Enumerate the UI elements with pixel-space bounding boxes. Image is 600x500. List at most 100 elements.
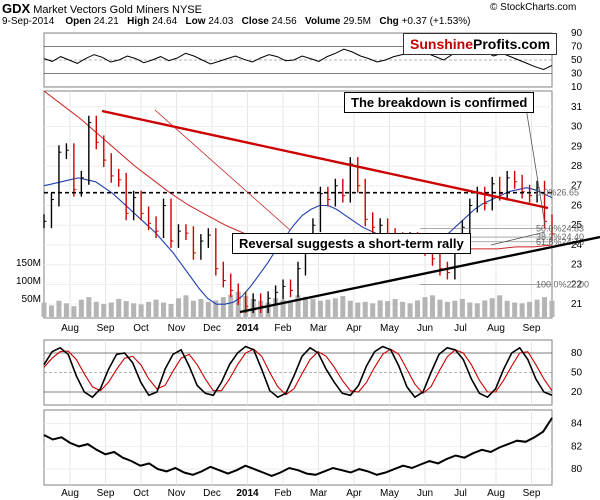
volume-bar-60 (489, 298, 495, 317)
volume-bar-17 (168, 304, 174, 317)
volume-bar-16 (161, 302, 167, 317)
ratio-month-label-8: Apr (346, 488, 362, 499)
stoch-k-line (43, 345, 553, 399)
stoch-tick-0: 80 (571, 348, 583, 359)
fib-pct-2: 50.0% (536, 224, 562, 234)
volume-bar-38 (325, 299, 331, 317)
low-value: 24.03 (208, 16, 234, 27)
stoch-tick-1: 50 (571, 368, 583, 379)
reversal-pointer (490, 231, 546, 246)
ratio-month-label-0: Aug (61, 488, 79, 499)
volume-bar-61 (497, 295, 503, 317)
ratio-tick-1: 82 (571, 441, 583, 452)
ticker-symbol: GDX (2, 1, 31, 16)
rsi-tick-1: 70 (571, 42, 583, 53)
stoch-tick-2: 20 (571, 387, 583, 398)
volume-bar-9 (108, 302, 114, 317)
ratio-tick-0: 84 (571, 419, 583, 430)
volume-bar-52 (429, 295, 435, 317)
fib-value-2: 24.83 (562, 224, 585, 234)
rsi-tick-3: 30 (571, 69, 583, 80)
rsi-tick-0: 90 (571, 28, 583, 39)
volume-bar-59 (482, 300, 488, 317)
volume-bar-50 (415, 300, 421, 317)
volume-value: 29.5M (343, 16, 371, 27)
price-month-label-7: Mar (310, 323, 328, 334)
price-month-label-4: Dec (203, 323, 221, 334)
volume-bar-54 (444, 301, 450, 317)
volume-tick-1: 100M (16, 276, 41, 287)
price-month-label-2: Oct (133, 323, 149, 334)
breakdown-pointer (525, 107, 546, 226)
price-month-label-3: Nov (168, 323, 186, 334)
volume-bar-41 (347, 300, 353, 317)
price-tick-9: 22 (571, 279, 583, 290)
close-value: 24.56 (271, 16, 297, 27)
fib-pct-3: 61.8% (536, 237, 562, 247)
ratio-month-label-1: Sep (97, 488, 115, 499)
price-tick-5: 26 (571, 200, 583, 211)
exchange-label: NYSE (172, 4, 202, 16)
price-month-label-1: Sep (97, 323, 115, 334)
breakdown-callout: The breakdown is confirmed (344, 92, 535, 113)
high-label: High (127, 16, 150, 27)
volume-bar-58 (474, 303, 480, 317)
volume-bar-11 (123, 301, 129, 317)
price-tick-8: 23 (571, 260, 583, 271)
volume-bar-68 (549, 300, 555, 317)
price-tick-3: 28 (571, 161, 583, 172)
volume-bar-39 (332, 298, 338, 317)
ratio-month-label-13: Sep (523, 488, 541, 499)
ratio-month-label-6: Feb (274, 488, 292, 499)
volume-bar-34 (295, 295, 301, 317)
resistance-trendline (101, 109, 549, 210)
volume-bar-22 (205, 301, 211, 317)
ma200-early-segment (154, 109, 291, 231)
volume-bar-14 (146, 301, 152, 317)
volume-bar-8 (101, 304, 107, 317)
volume-tick-2: 50M (22, 294, 41, 305)
ratio-month-label-9: May (380, 488, 399, 499)
volume-bar-13 (138, 304, 144, 317)
price-tick-0: 31 (571, 102, 583, 113)
open-label: Open (65, 16, 91, 27)
open-value: 24.21 (93, 16, 119, 27)
price-tick-6: 25 (571, 220, 583, 231)
volume-bar-57 (467, 302, 473, 317)
quote-date: 9-Sep-2014 (2, 16, 55, 27)
ratio-month-label-5: 2014 (236, 488, 259, 499)
volume-bar-42 (355, 302, 361, 317)
logo-part-sunshine: Sunshine (410, 36, 474, 52)
fib-value-0: 26.65 (557, 188, 580, 198)
volume-bar-64 (519, 303, 525, 317)
volume-bar-49 (407, 303, 413, 317)
volume-bar-67 (542, 297, 548, 317)
price-tick-2: 29 (571, 141, 583, 152)
price-month-label-9: May (380, 323, 399, 334)
sunshine-profits-logo: SunshineProfits.com (403, 33, 558, 55)
volume-bar-48 (400, 301, 406, 317)
price-month-label-6: Feb (274, 323, 292, 334)
price-tick-1: 30 (571, 122, 583, 133)
fib-pct-4: 100.0% (536, 279, 567, 289)
volume-bar-24 (220, 297, 226, 317)
price-month-label-13: Sep (523, 323, 541, 334)
fib-pct-1: 38.2% (536, 232, 562, 242)
price-month-label-12: Aug (487, 323, 505, 334)
volume-bar-19 (183, 295, 189, 317)
price-panel-frame (43, 90, 553, 319)
ratio-month-label-11: Jul (454, 488, 467, 499)
volume-bar-33 (288, 301, 294, 317)
fib-pct-0: 0.0% (536, 188, 557, 198)
price-tick-7: 24 (571, 240, 583, 251)
volume-bar-4 (71, 306, 77, 317)
quote-line: 9-Sep-2014 Open 24.21 High 24.64 Low 24.… (2, 16, 471, 27)
price-month-label-0: Aug (61, 323, 79, 334)
volume-bar-2 (56, 300, 62, 317)
volume-bar-5 (78, 299, 84, 317)
price-tick-4: 27 (571, 181, 583, 192)
rsi-tick-4: 10 (571, 82, 583, 93)
price-tick-10: 21 (571, 299, 583, 310)
